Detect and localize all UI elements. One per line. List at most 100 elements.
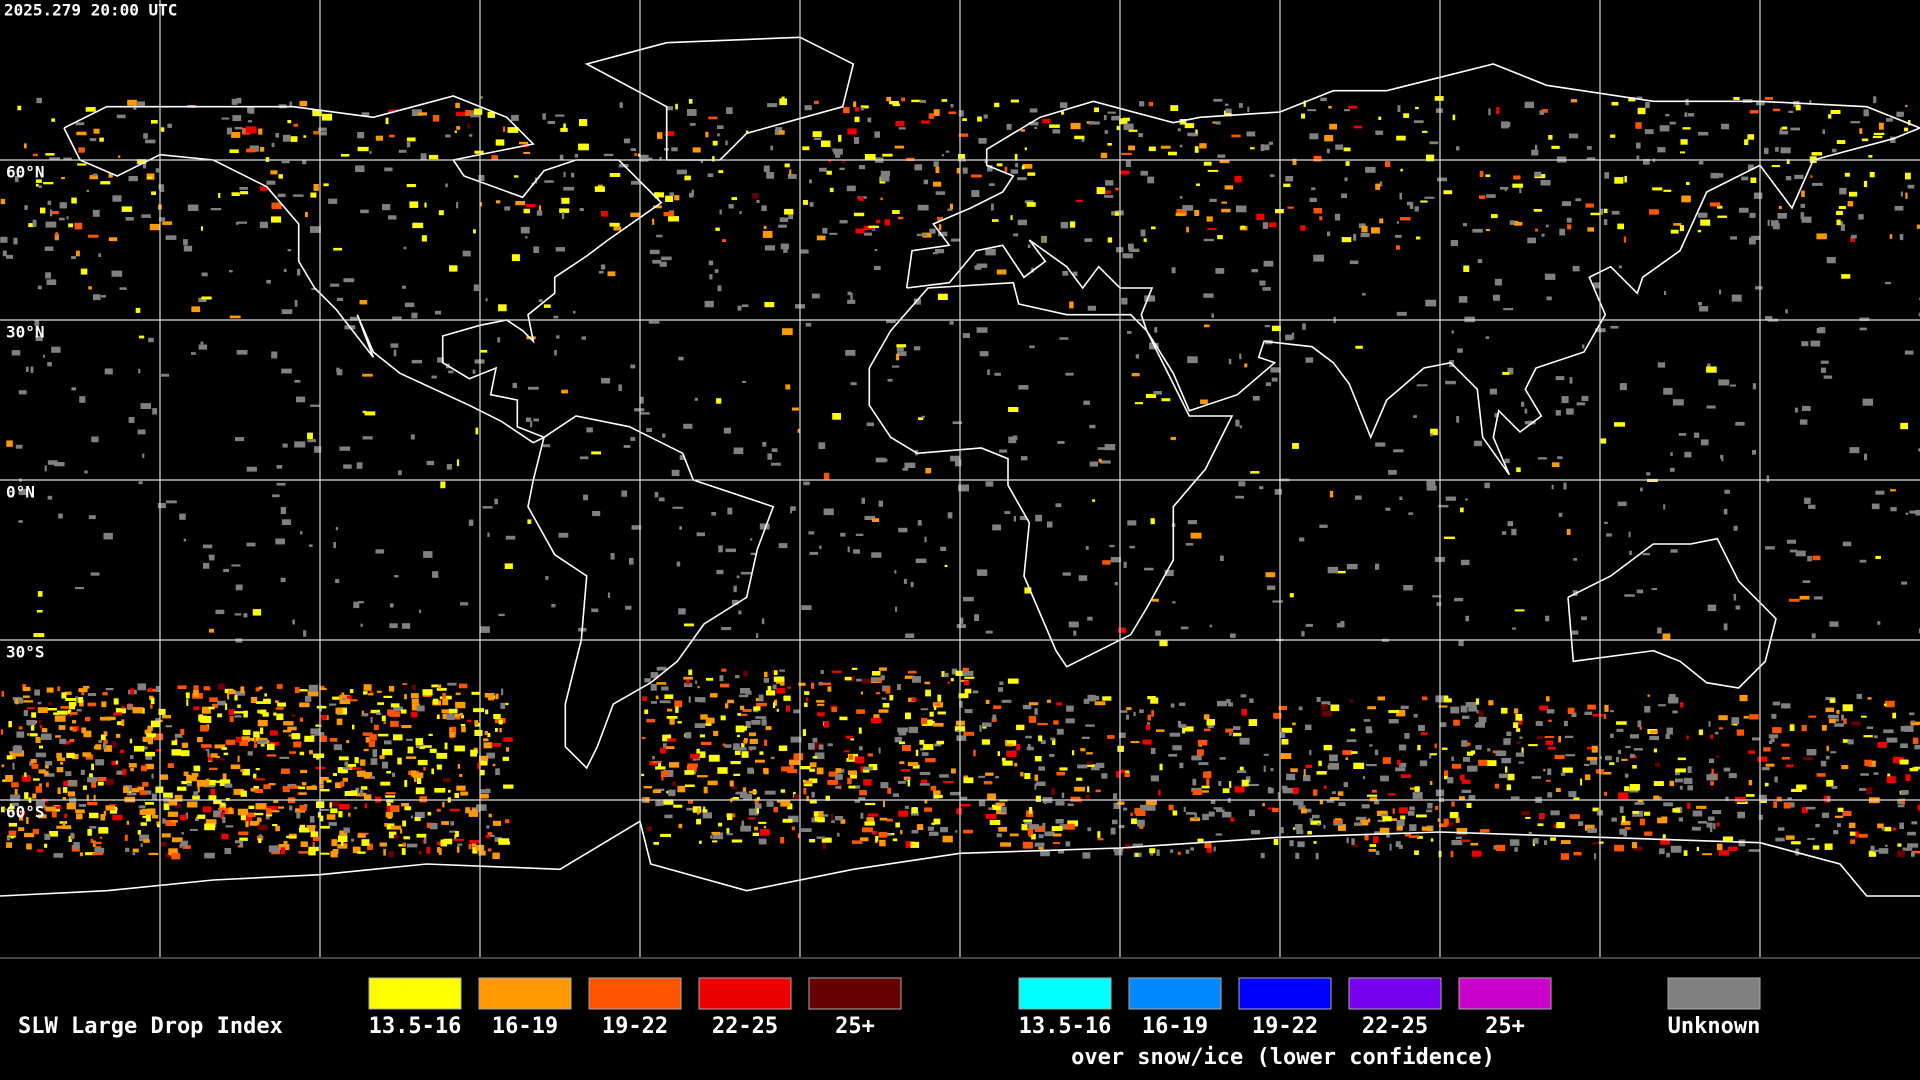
- cloud-pixel: [1197, 838, 1204, 842]
- cloud-pixel: [253, 743, 258, 748]
- cloud-pixel: [404, 694, 407, 700]
- cloud-pixel: [579, 208, 584, 211]
- cloud-pixel: [1883, 729, 1894, 734]
- cloud-pixel: [892, 103, 900, 107]
- cloud-pixel: [401, 285, 406, 289]
- cloud-pixel: [962, 667, 969, 674]
- cloud-pixel: [1086, 752, 1093, 755]
- cloud-pixel: [1494, 413, 1499, 418]
- cloud-pixel: [655, 192, 659, 199]
- cloud-pixel: [1415, 106, 1419, 110]
- cloud-pixel: [272, 494, 280, 498]
- cloud-pixel: [95, 759, 105, 766]
- cloud-pixel: [1617, 749, 1621, 755]
- cloud-pixel: [1749, 212, 1756, 218]
- cloud-pixel: [803, 780, 813, 785]
- cloud-pixel: [860, 105, 869, 109]
- cloud-pixel: [801, 828, 812, 832]
- cloud-pixel: [1171, 267, 1176, 274]
- cloud-pixel: [1491, 214, 1498, 219]
- cloud-pixel: [654, 192, 664, 198]
- cloud-pixel: [1016, 724, 1025, 731]
- cloud-pixel: [82, 785, 87, 790]
- cloud-pixel: [1074, 786, 1085, 792]
- cloud-pixel: [1504, 458, 1510, 464]
- cloud-pixel: [711, 831, 720, 835]
- cloud-pixel: [281, 309, 293, 315]
- cloud-pixel: [1465, 702, 1477, 708]
- cloud-pixel: [1807, 837, 1815, 840]
- cloud-pixel: [418, 851, 422, 854]
- cloud-pixel: [148, 808, 156, 816]
- cloud-pixel: [547, 121, 555, 124]
- cloud-pixel: [1027, 172, 1036, 176]
- cloud-pixel: [1109, 544, 1115, 548]
- cloud-pixel: [436, 752, 448, 759]
- cloud-pixel: [1319, 524, 1328, 528]
- cloud-pixel: [203, 562, 210, 569]
- cloud-pixel: [718, 170, 724, 174]
- cloud-pixel: [1877, 621, 1881, 625]
- cloud-pixel: [308, 544, 313, 547]
- cloud-pixel: [828, 771, 838, 777]
- cloud-pixel: [685, 784, 695, 787]
- cloud-pixel: [113, 712, 122, 716]
- cloud-pixel: [411, 684, 416, 690]
- cloud-pixel: [1042, 822, 1046, 829]
- cloud-pixel: [362, 732, 373, 736]
- cloud-pixel: [1281, 785, 1288, 790]
- cloud-pixel: [950, 455, 960, 462]
- cloud-pixel: [361, 839, 370, 846]
- cloud-pixel: [254, 778, 265, 781]
- cloud-pixel: [1559, 228, 1566, 236]
- cloud-pixel: [6, 755, 13, 760]
- cloud-pixel: [1603, 219, 1608, 226]
- cloud-pixel: [676, 169, 687, 175]
- cloud-pixel: [1323, 744, 1333, 751]
- cloud-pixel: [200, 728, 206, 731]
- cloud-pixel: [320, 132, 327, 136]
- cloud-pixel: [1432, 595, 1442, 598]
- cloud-pixel: [457, 843, 463, 846]
- cloud-pixel: [1154, 327, 1158, 333]
- cloud-pixel: [487, 532, 490, 537]
- cloud-pixel: [782, 328, 793, 336]
- cloud-pixel: [1780, 147, 1791, 154]
- cloud-pixel: [38, 719, 42, 724]
- cloud-pixel: [1736, 801, 1748, 804]
- cloud-pixel: [1145, 393, 1156, 398]
- cloud-pixel: [243, 815, 252, 822]
- cloud-pixel: [168, 848, 178, 855]
- cloud-pixel: [1168, 151, 1177, 156]
- cloud-pixel: [289, 751, 297, 754]
- cloud-pixel: [219, 803, 227, 811]
- cloud-pixel: [748, 746, 757, 750]
- cloud-pixel: [1768, 740, 1773, 744]
- cloud-pixel: [958, 133, 969, 137]
- cloud-pixel: [177, 685, 187, 689]
- cloud-pixel: [1148, 146, 1156, 152]
- cloud-pixel: [1781, 743, 1790, 747]
- cloud-pixel: [831, 706, 837, 713]
- cloud-pixel: [272, 824, 278, 827]
- cloud-pixel: [1180, 196, 1183, 199]
- cloud-pixel: [864, 821, 875, 826]
- legend-label: 13.5-16: [1019, 1014, 1112, 1039]
- cloud-pixel: [1398, 844, 1403, 849]
- cloud-pixel: [1203, 293, 1214, 298]
- cloud-pixel: [669, 718, 675, 725]
- cloud-pixel: [18, 827, 25, 831]
- cloud-pixel: [165, 235, 177, 240]
- legend-label: 16-19: [492, 1014, 558, 1039]
- cloud-pixel: [446, 714, 455, 720]
- cloud-pixel: [282, 443, 288, 448]
- cloud-pixel: [803, 481, 810, 486]
- cloud-pixel: [76, 708, 82, 712]
- cloud-pixel: [525, 204, 536, 208]
- cloud-pixel: [1826, 779, 1834, 787]
- cloud-pixel: [1629, 550, 1632, 555]
- cloud-pixel: [193, 690, 199, 697]
- cloud-pixel: [1010, 215, 1013, 221]
- cloud-pixel: [1263, 753, 1269, 756]
- cloud-pixel: [1865, 787, 1873, 795]
